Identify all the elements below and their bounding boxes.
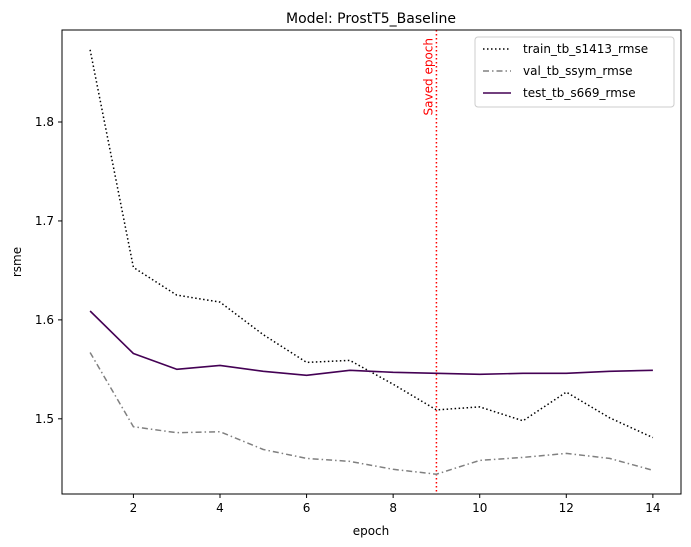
series-line-test_tb_s669_rmse bbox=[89, 310, 653, 377]
x-tick-label: 14 bbox=[645, 501, 660, 515]
x-tick-label: 2 bbox=[130, 501, 138, 515]
x-tick-label: 12 bbox=[559, 501, 574, 515]
legend: train_tb_s1413_rmse val_tb_ssym_rmse test_… bbox=[474, 36, 675, 108]
x-axis-label: epoch bbox=[353, 524, 390, 538]
y-tick-label: 1.6 bbox=[35, 313, 54, 327]
legend-label-train_tb_s1413_rmse: train_tb_s1413_rmse bbox=[523, 42, 648, 56]
series-line-train_tb_s1413_rmse bbox=[89, 49, 654, 439]
axis-ticks: 2 4 6 8 10 12 14 1.5 1.6 1.7 1.8 bbox=[35, 115, 661, 515]
legend-label-val_tb_ssym_rmse: val_tb_ssym_rmse bbox=[523, 64, 632, 78]
x-tick-label: 10 bbox=[472, 501, 487, 515]
y-tick-label: 1.8 bbox=[35, 115, 54, 129]
y-tick-label: 1.7 bbox=[35, 214, 54, 228]
saved-epoch-label: Saved epoch bbox=[421, 38, 435, 115]
x-tick-label: 4 bbox=[216, 501, 224, 515]
y-axis-label: rsme bbox=[10, 247, 24, 277]
y-tick-label: 1.5 bbox=[35, 412, 54, 426]
x-tick-label: 6 bbox=[303, 501, 311, 515]
legend-label-test_tb_s669_rmse: test_tb_s669_rmse bbox=[523, 86, 636, 100]
series-line-val_tb_ssym_rmse bbox=[89, 352, 654, 475]
legend-box bbox=[474, 36, 675, 108]
x-tick-label: 8 bbox=[389, 501, 397, 515]
axes-frame bbox=[61, 29, 682, 495]
chart-title: Model: ProstT5_Baseline bbox=[286, 11, 456, 27]
plot-area: Saved epoch bbox=[89, 30, 654, 494]
